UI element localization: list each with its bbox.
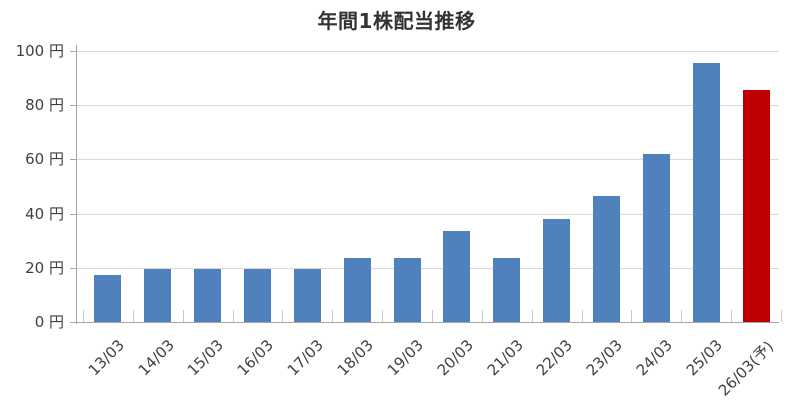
category-tick	[382, 310, 384, 322]
dividend-bar-forecast	[742, 90, 770, 322]
dividend-bar	[293, 269, 321, 322]
x-tick-label: 20/03	[433, 336, 477, 380]
y-axis-tick	[70, 51, 77, 52]
x-tick-label: 19/03	[383, 336, 427, 380]
x-tick-label: 17/03	[283, 336, 328, 380]
dividend-bar	[244, 269, 271, 322]
category-tick	[282, 310, 284, 322]
dividend-bar	[642, 153, 670, 322]
category-tick	[631, 310, 633, 322]
y-axis-tick	[70, 322, 77, 323]
y-tick-label: 20 円	[25, 258, 64, 277]
category-tick	[681, 310, 683, 322]
y-axis-tick	[70, 213, 77, 215]
y-gridline	[77, 159, 779, 161]
y-axis-tick	[70, 105, 77, 107]
y-tick-label: 0 円	[34, 313, 64, 331]
category-tick	[132, 310, 134, 322]
category-tick	[432, 310, 433, 322]
y-axis-tick	[70, 159, 77, 161]
y-gridline	[77, 105, 779, 107]
category-tick	[182, 310, 184, 322]
category-tick	[232, 310, 234, 322]
chart-title: 年間1株配当推移	[317, 9, 476, 33]
dividend-bar	[393, 258, 421, 322]
x-tick-label: 23/03	[582, 336, 627, 380]
x-tick-label: 24/03	[632, 336, 677, 380]
y-tick-label: 40 円	[25, 204, 64, 223]
category-tick	[731, 310, 733, 322]
category-tick	[481, 310, 483, 322]
dividend-bar	[493, 258, 521, 322]
dividend-bar	[593, 195, 620, 322]
y-tick-label: 60 円	[25, 150, 64, 169]
dividend-bar	[94, 274, 122, 322]
y-tick-label: 80 円	[25, 96, 64, 115]
y-gridline	[77, 213, 779, 215]
x-tick-label: 22/03	[533, 336, 577, 380]
dividend-bar	[144, 269, 172, 322]
dividend-bar	[543, 219, 571, 322]
x-tick-label: 13/03	[84, 336, 128, 380]
x-tick-label: 14/03	[134, 336, 178, 380]
y-axis-tick	[70, 267, 77, 269]
dividend-bar	[692, 63, 720, 322]
y-gridline	[77, 267, 779, 269]
category-tick	[83, 310, 84, 322]
y-tick-label: 100 円	[15, 42, 64, 60]
dividend-bar	[343, 258, 371, 322]
category-tick	[781, 310, 782, 322]
x-axis-line	[75, 321, 779, 323]
x-tick-label: 18/03	[333, 336, 377, 380]
category-tick	[332, 310, 334, 322]
x-tick-label: 16/03	[233, 336, 278, 380]
x-tick-label: 25/03	[682, 336, 726, 380]
y-gridline	[77, 51, 779, 52]
y-axis-line	[75, 45, 77, 324]
category-tick	[581, 310, 583, 322]
x-tick-label: 21/03	[483, 336, 527, 380]
dividend-bar	[194, 269, 222, 322]
dividend-bar	[443, 231, 471, 322]
x-tick-label: 15/03	[184, 336, 228, 380]
category-tick	[531, 310, 533, 322]
